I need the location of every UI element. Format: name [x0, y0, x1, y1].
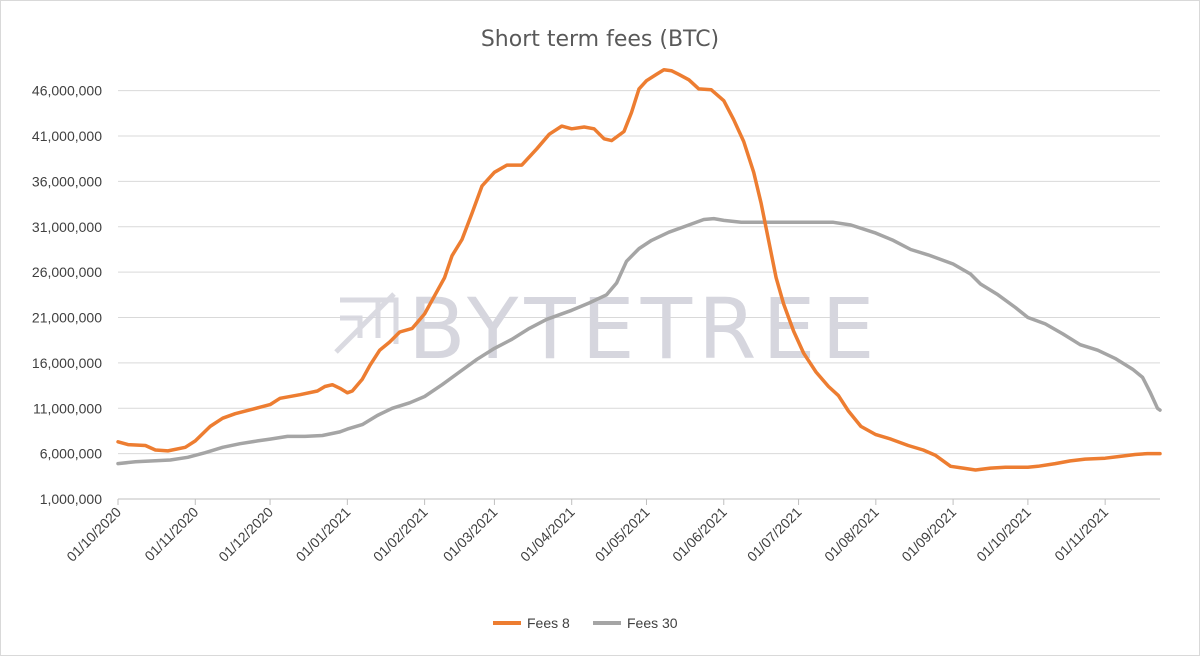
x-tick-label: 01/08/2021 — [821, 504, 882, 565]
y-tick-label: 31,000,000 — [32, 219, 102, 235]
x-tick-label: 01/04/2021 — [517, 504, 578, 565]
x-tick-label: 01/11/2020 — [141, 504, 201, 564]
x-tick-label: 01/05/2021 — [592, 504, 653, 565]
y-tick-label: 1,000,000 — [40, 491, 102, 507]
x-tick-label: 01/10/2020 — [63, 504, 124, 565]
x-tick-label: 01/06/2021 — [669, 504, 730, 565]
y-tick-label: 21,000,000 — [32, 310, 102, 326]
legend-label: Fees 8 — [527, 615, 570, 631]
y-tick-label: 46,000,000 — [32, 83, 102, 99]
x-tick-label: 01/09/2021 — [898, 504, 959, 565]
series-line-fees-30 — [116, 216, 1162, 466]
watermark-text: BYTETREE — [408, 280, 881, 378]
y-tick-label: 16,000,000 — [32, 355, 102, 371]
series-lines — [116, 68, 1162, 472]
x-tick-label: 01/02/2021 — [370, 504, 431, 565]
x-tick-label: 01/03/2021 — [440, 504, 501, 565]
x-tick-label: 01/10/2021 — [973, 504, 1034, 565]
x-tick-label: 01/12/2020 — [215, 504, 276, 565]
x-axis: 01/10/2020 01/11/2020 01/12/2020 01/01/2021… — [63, 498, 1160, 565]
legend: Fees 8 Fees 30 — [493, 615, 678, 631]
y-tick-label: 26,000,000 — [32, 264, 102, 280]
x-tick-label: 01/01/2021 — [293, 504, 354, 565]
gridlines — [118, 90, 1160, 455]
y-tick-label: 41,000,000 — [32, 128, 102, 144]
chart-title: Short term fees (BTC) — [481, 27, 719, 52]
series-line-fees-8 — [116, 68, 1162, 472]
y-tick-label: 36,000,000 — [32, 173, 102, 189]
watermark-logo-icon — [334, 292, 399, 354]
watermark: BYTETREE — [334, 280, 881, 378]
y-tick-label: 6,000,000 — [40, 446, 102, 462]
y-axis: 1,000,000 6,000,000 11,000,000 16,000,000 21… — [32, 83, 102, 507]
x-tick-label: 01/07/2021 — [744, 504, 805, 565]
x-tick-label: 01/11/2021 — [1051, 504, 1111, 564]
y-tick-label: 11,000,000 — [33, 400, 102, 416]
legend-label: Fees 30 — [627, 615, 678, 631]
